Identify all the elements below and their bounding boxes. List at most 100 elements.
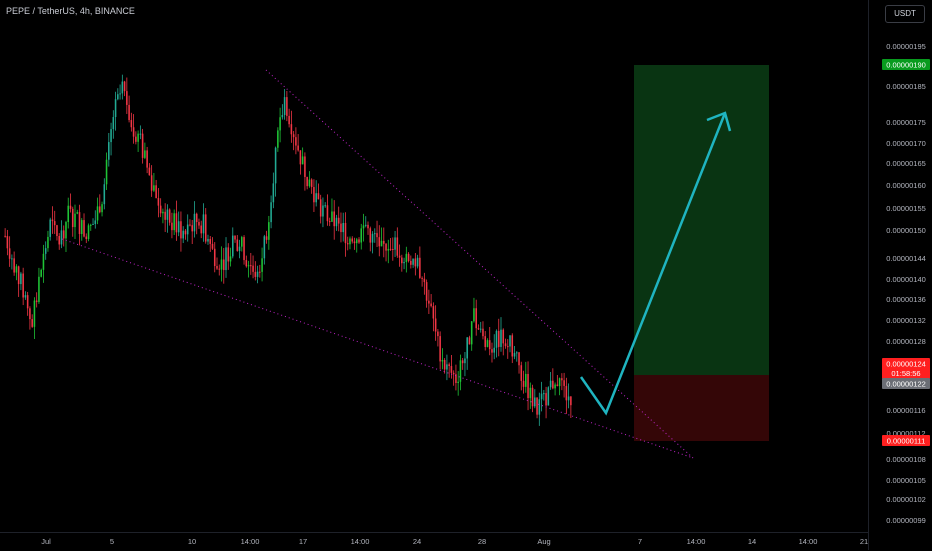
candle-body <box>155 185 157 199</box>
candle-body <box>362 225 365 229</box>
candle-body <box>139 133 142 135</box>
candle-body <box>527 373 529 399</box>
price-labels: 0.00000190 0.00000124 01:58:56 0.0000012… <box>882 59 930 446</box>
entry-price-label: 0.00000122 <box>886 380 926 389</box>
candle-body <box>132 127 135 137</box>
y-tick-label: 0.00000160 <box>886 181 926 190</box>
candle-body <box>274 147 277 184</box>
candle-body <box>225 247 227 271</box>
candle-body <box>238 246 241 251</box>
chart-title: PEPE / TetherUS, 4h, BINANCE <box>6 6 135 16</box>
x-tick-label: 17 <box>299 537 307 546</box>
y-tick-label: 0.00000108 <box>886 455 926 464</box>
candle-body <box>552 380 554 389</box>
candle-body <box>493 347 496 353</box>
x-tick-label: Jul <box>41 537 51 546</box>
candle-body <box>58 236 61 245</box>
candle-body <box>423 278 426 283</box>
candle-body <box>405 253 408 262</box>
candle-body <box>304 156 306 177</box>
candle-body <box>376 233 378 238</box>
candle-body <box>272 183 275 203</box>
candle-body <box>547 387 550 406</box>
candle-body <box>301 156 304 165</box>
candle-body <box>80 220 83 235</box>
candle-body <box>236 239 239 251</box>
candle-body <box>351 238 354 242</box>
candle-body <box>504 343 507 347</box>
candle-body <box>250 265 252 267</box>
candle-body <box>401 257 403 264</box>
candle-body <box>207 238 209 242</box>
candle-body <box>182 230 184 239</box>
candle-body <box>67 205 70 223</box>
candle-body <box>536 397 538 415</box>
currency-button[interactable]: USDT <box>885 5 925 23</box>
candle-body <box>44 248 47 254</box>
candle-body <box>216 265 218 269</box>
candle-body <box>335 217 338 227</box>
candle-body <box>461 360 464 364</box>
candle-body <box>51 219 54 222</box>
candle-body <box>310 179 313 188</box>
candle-body <box>488 340 491 350</box>
candle-body <box>89 224 92 226</box>
candle-body <box>114 99 117 118</box>
candle-body <box>315 193 317 203</box>
candle-body <box>213 248 216 266</box>
candle-body <box>193 213 196 232</box>
candle-body <box>94 220 97 224</box>
candle-body <box>473 308 475 322</box>
candle-body <box>367 224 369 229</box>
candle-body <box>324 205 326 207</box>
candle-body <box>396 237 399 256</box>
candle-body <box>74 213 76 228</box>
candle-body <box>475 308 477 329</box>
candle-body <box>4 235 6 237</box>
candle-body <box>466 337 468 359</box>
candle-body <box>443 360 446 370</box>
candle-body <box>247 265 250 267</box>
candle-body <box>403 261 405 264</box>
candle-body <box>211 243 214 249</box>
candle-body <box>383 240 385 244</box>
candle-body <box>556 384 559 387</box>
candle-body <box>292 134 295 138</box>
candle-body <box>71 208 74 228</box>
candle-body <box>479 328 482 330</box>
candle-body <box>385 243 387 251</box>
y-tick-label: 0.00000144 <box>886 254 926 263</box>
x-tick-label: 14:00 <box>241 537 260 546</box>
candle-body <box>103 184 106 205</box>
candle-body <box>455 374 457 383</box>
x-tick-label: 21 <box>860 537 868 546</box>
candle-body <box>380 240 383 247</box>
x-tick-label: 14:00 <box>351 537 370 546</box>
current-price-label: 0.00000124 <box>886 360 926 369</box>
candle-body <box>171 222 173 231</box>
candle-body <box>117 94 119 100</box>
candle-body <box>209 238 212 244</box>
candle-body <box>6 236 9 249</box>
y-axis: 0.00000195 0.00000185 0.00000175 0.00000170… <box>886 42 926 525</box>
candle-body <box>506 346 509 348</box>
candle-body <box>545 393 547 406</box>
candle-body <box>270 202 272 223</box>
candle-body <box>256 271 259 277</box>
candle-body <box>549 380 552 388</box>
candle-body <box>144 150 146 158</box>
candle-body <box>308 179 311 187</box>
candle-body <box>243 237 245 261</box>
candle-body <box>85 236 88 240</box>
countdown-label: 01:58:56 <box>891 369 920 378</box>
candle-body <box>99 206 101 213</box>
y-tick-label: 0.00000116 <box>886 406 925 415</box>
y-tick-label: 0.00000175 <box>886 118 926 127</box>
candle-body <box>268 222 270 240</box>
candle-body <box>234 235 236 240</box>
candle-body <box>123 81 126 92</box>
candle-body <box>491 349 493 353</box>
candle-body <box>319 199 322 217</box>
candle-body <box>47 236 49 249</box>
